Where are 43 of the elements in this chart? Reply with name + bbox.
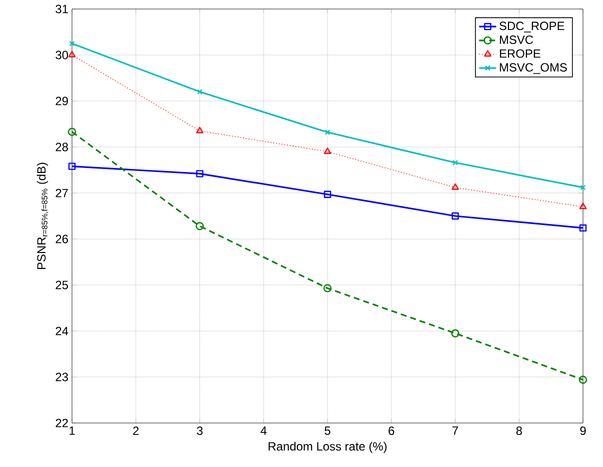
point: [578, 376, 588, 384]
point: [452, 160, 458, 166]
x-tick-label: 5: [324, 426, 330, 435]
point: [324, 190, 332, 198]
y-tick-label: 26: [56, 234, 68, 244]
y-tick-label: 28: [56, 142, 68, 152]
point: [68, 162, 76, 170]
legend-label: MSVC: [500, 36, 534, 44]
point: [323, 284, 332, 292]
point: [197, 89, 202, 95]
legend-label: EROPE: [500, 49, 540, 58]
x-tick-label: 4: [260, 426, 267, 435]
x-tick-label: 1: [70, 426, 75, 435]
point: [196, 222, 204, 230]
legend-label: MSVC_OMS: [500, 63, 567, 74]
point: [452, 183, 459, 190]
x-tick-label: 2: [133, 426, 139, 435]
point: [324, 130, 330, 135]
y-axis-title: PSNR$_{r=85%,f=85%}$ (dB): [36, 162, 48, 269]
x-tick-label: 6: [388, 426, 394, 435]
y-tick-label: 24: [56, 326, 68, 336]
point: [451, 329, 460, 338]
y-tick-label: 30: [56, 50, 68, 60]
y-tick-label: 27: [56, 188, 68, 198]
x-axis-title: Random Loss rate (%): [268, 442, 387, 453]
y-tick-label: 25: [56, 280, 68, 290]
y-tick-label: 23: [56, 372, 68, 382]
point: [196, 170, 204, 178]
point: [579, 202, 587, 210]
point: [324, 148, 332, 154]
x-tick-label: 8: [516, 426, 522, 435]
legend-label: SDC_ROPE: [500, 22, 564, 32]
x-tick-label: 3: [196, 426, 203, 435]
x-tick-label: 9: [580, 426, 586, 435]
point: [196, 126, 204, 134]
y-tick-label: 31: [56, 4, 68, 14]
point: [452, 212, 459, 220]
y-tick-label: 22: [56, 418, 68, 428]
point: [68, 128, 76, 136]
y-tick-label: 29: [56, 96, 68, 106]
point: [579, 224, 587, 232]
x-tick-label: 7: [452, 426, 458, 435]
point: [68, 50, 76, 58]
